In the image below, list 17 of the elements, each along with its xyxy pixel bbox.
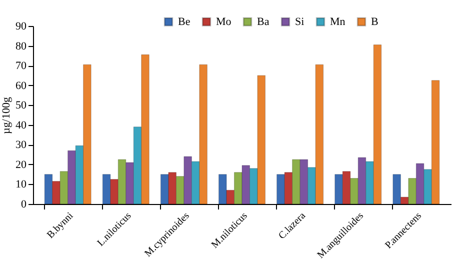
legend-label: B (371, 16, 378, 28)
y-tick-label: 10 (16, 178, 27, 191)
legend-label: Si (295, 16, 304, 28)
y-tick-label: 90 (16, 20, 27, 32)
y-tick-label: 20 (16, 158, 27, 171)
y-axis-title: µg/100g (0, 96, 12, 134)
y-tick-label: 60 (16, 80, 27, 92)
legend-label: Ba (257, 16, 270, 28)
legend-label: Mn (330, 16, 346, 28)
y-tick-label: 80 (16, 40, 27, 52)
legend-label: Be (178, 16, 190, 28)
y-tick-label: 70 (16, 60, 27, 72)
y-tick-label: 30 (16, 139, 27, 152)
y-tick-label: 50 (16, 100, 27, 112)
y-tick-label: 40 (16, 119, 27, 132)
legend-label: Mo (216, 16, 232, 28)
y-tick-label: 0 (21, 198, 27, 210)
